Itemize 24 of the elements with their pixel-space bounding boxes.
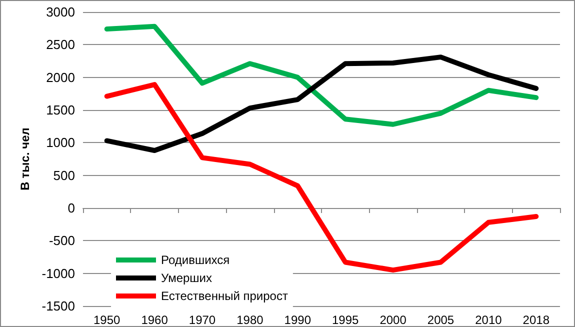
y-tick-label: 0 [68, 200, 75, 216]
y-tick-label: 1000 [46, 135, 75, 150]
y-tick-label: -500 [48, 233, 75, 248]
y-tick-label: 500 [53, 168, 75, 183]
x-tick-label: 1950 [94, 313, 121, 327]
y-tick-label: -1500 [42, 298, 75, 314]
legend-label: Умерших [161, 271, 212, 285]
legend-label: Родившихся [161, 253, 230, 267]
x-tick-label: 2018 [522, 313, 550, 327]
y-tick-label: 2500 [46, 37, 75, 52]
y-axis-title: В тыс. чел [18, 128, 32, 190]
x-tick-label: 1970 [188, 313, 216, 327]
legend-label: Естественный прирост [161, 289, 288, 303]
y-tick-label: 3000 [46, 4, 75, 20]
x-tick-label: 1960 [141, 313, 168, 327]
x-tick-label: 1990 [284, 313, 312, 327]
x-tick-label: 2005 [427, 313, 454, 327]
x-tick-label: 2010 [475, 313, 502, 327]
x-tick-label: 2000 [380, 313, 407, 327]
y-tick-label: 1500 [46, 102, 75, 118]
y-tick-label: 2000 [46, 70, 75, 85]
x-tick-label: 1995 [332, 313, 360, 327]
x-tick-label: 1980 [236, 313, 264, 327]
y-tick-label: -1000 [42, 266, 75, 281]
